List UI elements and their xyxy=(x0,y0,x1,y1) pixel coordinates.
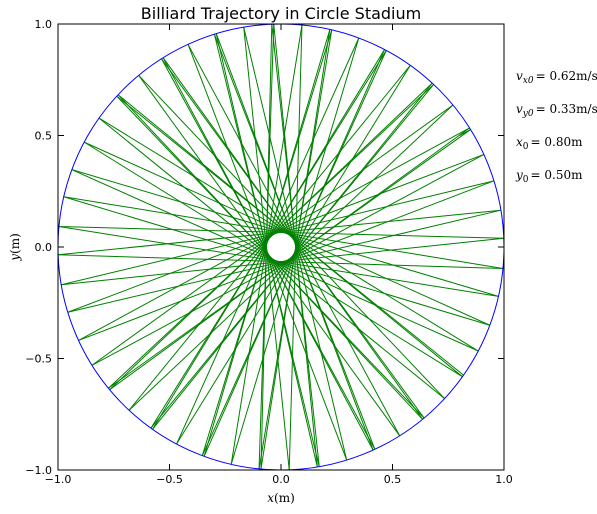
x-tick-label: 0.0 xyxy=(272,473,290,486)
trajectory-group xyxy=(58,24,504,470)
y-axis-label: y(m) xyxy=(8,233,22,262)
annotation-value: = 0.50m xyxy=(531,168,584,182)
plot-frame xyxy=(58,24,504,470)
annotation-y0: y0 = 0.50m xyxy=(515,168,583,185)
chart-title: Billiard Trajectory in Circle Stadium xyxy=(141,4,421,23)
y-tick-label: 1.0 xyxy=(35,18,53,31)
y-tick-label: 0.5 xyxy=(35,130,53,143)
axis-ticks xyxy=(58,24,504,470)
parameter-annotations: vx0 = 0.62m/s vy0 = 0.33m/s x0 = 0.80m y0 = … xyxy=(515,69,597,185)
plot-area xyxy=(58,24,504,470)
x-tick-label: 0.5 xyxy=(384,473,402,486)
annotation-sub: 0 xyxy=(523,175,529,185)
y-tick-label: −1.0 xyxy=(25,464,52,477)
annotation-sub: y0 xyxy=(522,109,534,119)
boundary-circle xyxy=(58,24,504,470)
x-tick-labels: −1.0 −0.5 0.0 0.5 1.0 xyxy=(45,473,513,486)
y-axis-unit: (m) xyxy=(8,233,22,254)
annotation-value: = 0.33m/s xyxy=(536,102,597,116)
annotation-sub: 0 xyxy=(523,142,529,152)
annotation-value: = 0.80m xyxy=(531,135,584,149)
annotation-vx0: vx0 = 0.62m/s xyxy=(516,69,597,86)
x-axis-unit: (m) xyxy=(274,491,295,505)
trajectory-segment xyxy=(117,96,424,418)
x-tick-label: −0.5 xyxy=(156,473,183,486)
annotation-sub: x0 xyxy=(523,76,534,86)
annotation-vy0: vy0 = 0.33m/s xyxy=(516,102,597,119)
y-tick-label: −0.5 xyxy=(25,353,52,366)
x-axis-label: x(m) xyxy=(267,491,295,505)
annotation-value: = 0.62m/s xyxy=(536,69,597,83)
x-tick-label: 1.0 xyxy=(495,473,513,486)
y-tick-labels: −1.0 −0.5 0.0 0.5 1.0 xyxy=(25,18,52,477)
y-tick-label: 0.0 xyxy=(35,241,53,254)
annotation-x0: x0 = 0.80m xyxy=(516,135,583,152)
